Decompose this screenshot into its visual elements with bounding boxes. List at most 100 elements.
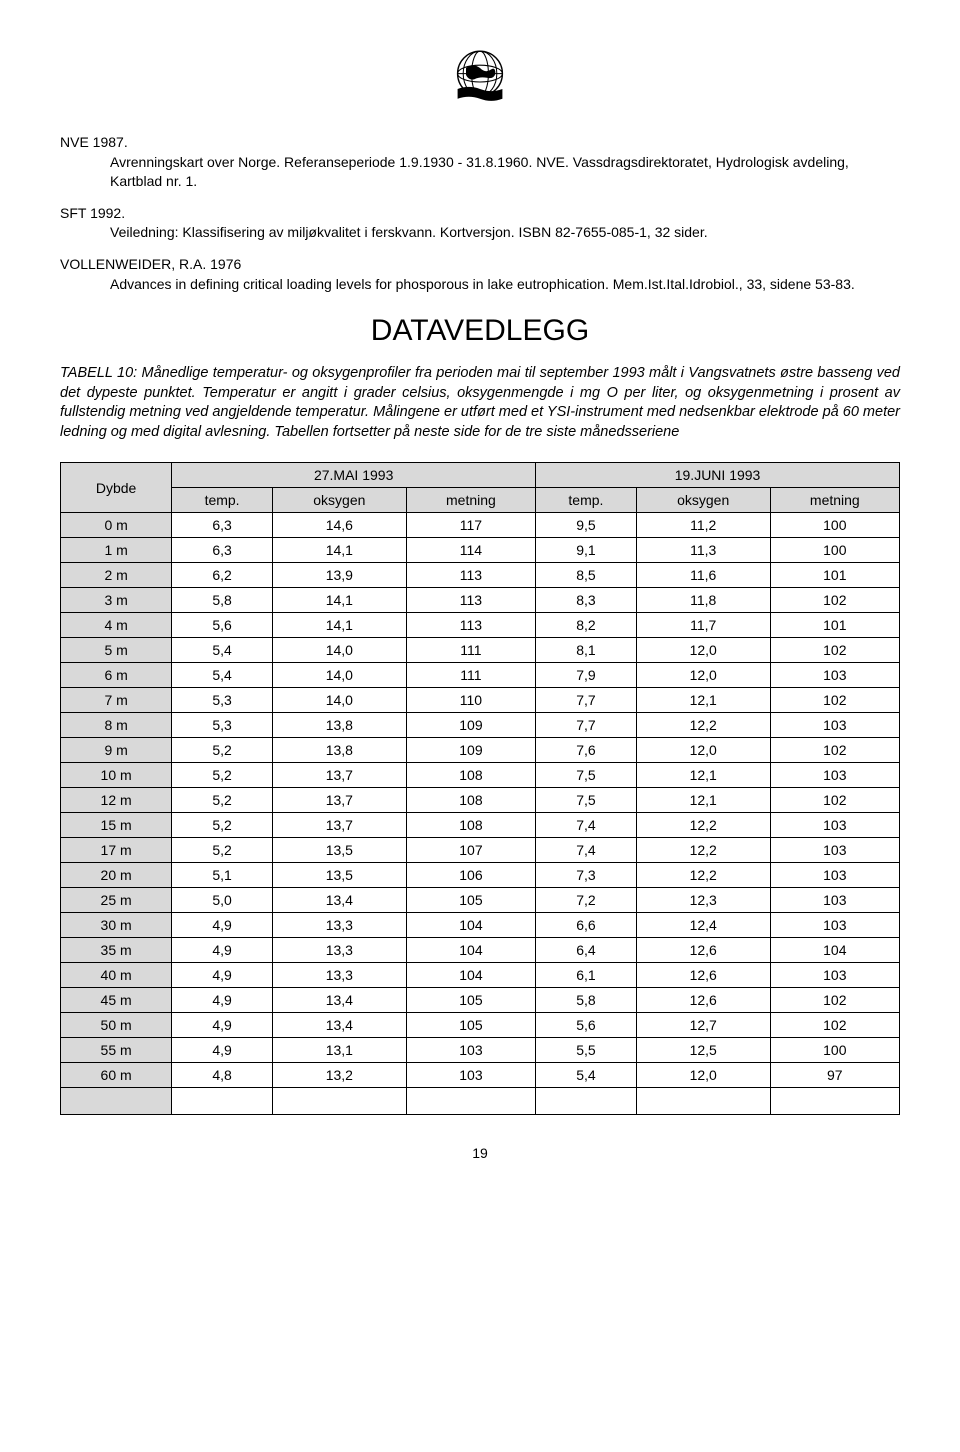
value-cell: 11,7 <box>636 613 770 638</box>
value-cell: 103 <box>770 838 899 863</box>
value-cell: 12,2 <box>636 813 770 838</box>
value-cell: 13,5 <box>272 838 406 863</box>
value-cell: 108 <box>406 813 535 838</box>
depth-cell: 3 m <box>61 588 172 613</box>
value-cell: 103 <box>770 913 899 938</box>
table-row: 50 m4,913,41055,612,7102 <box>61 1013 900 1038</box>
value-cell: 14,0 <box>272 688 406 713</box>
value-cell: 7,4 <box>536 838 637 863</box>
value-cell: 9,5 <box>536 513 637 538</box>
ref-2: SFT 1992. Veiledning: Klassifisering av … <box>60 204 900 243</box>
value-cell: 103 <box>770 863 899 888</box>
table-row: 2 m6,213,91138,511,6101 <box>61 563 900 588</box>
value-cell: 8,2 <box>536 613 637 638</box>
value-cell: 7,6 <box>536 738 637 763</box>
value-cell: 11,8 <box>636 588 770 613</box>
depth-cell: 20 m <box>61 863 172 888</box>
value-cell: 7,2 <box>536 888 637 913</box>
value-cell: 12,2 <box>636 863 770 888</box>
value-cell: 12,2 <box>636 838 770 863</box>
depth-cell: 0 m <box>61 513 172 538</box>
value-cell: 102 <box>770 588 899 613</box>
value-cell: 13,3 <box>272 963 406 988</box>
page-number: 19 <box>60 1145 900 1161</box>
value-cell: 5,8 <box>172 588 273 613</box>
value-cell: 100 <box>770 538 899 563</box>
value-cell: 13,4 <box>272 988 406 1013</box>
value-cell: 103 <box>770 713 899 738</box>
table-row: 40 m4,913,31046,112,6103 <box>61 963 900 988</box>
value-cell: 102 <box>770 738 899 763</box>
depth-cell: 5 m <box>61 638 172 663</box>
value-cell: 101 <box>770 613 899 638</box>
value-cell: 102 <box>770 788 899 813</box>
depth-cell: 17 m <box>61 838 172 863</box>
value-cell: 14,1 <box>272 588 406 613</box>
value-cell: 109 <box>406 713 535 738</box>
depth-cell: 35 m <box>61 938 172 963</box>
value-cell: 4,9 <box>172 963 273 988</box>
value-cell: 106 <box>406 863 535 888</box>
value-cell: 13,2 <box>272 1063 406 1088</box>
value-cell: 6,4 <box>536 938 637 963</box>
value-cell: 12,2 <box>636 713 770 738</box>
depth-cell: 60 m <box>61 1063 172 1088</box>
value-cell: 11,6 <box>636 563 770 588</box>
value-cell: 113 <box>406 613 535 638</box>
ref-3: VOLLENWEIDER, R.A. 1976 Advances in defi… <box>60 255 900 294</box>
ref-3-head: VOLLENWEIDER, R.A. 1976 <box>60 256 241 272</box>
value-cell: 14,0 <box>272 638 406 663</box>
value-cell: 13,7 <box>272 788 406 813</box>
value-cell: 5,0 <box>172 888 273 913</box>
empty-cell <box>61 1088 172 1115</box>
value-cell: 11,2 <box>636 513 770 538</box>
value-cell: 5,2 <box>172 838 273 863</box>
value-cell: 13,4 <box>272 888 406 913</box>
value-cell: 11,3 <box>636 538 770 563</box>
ref-1-body: Avrenningskart over Norge. Referanseperi… <box>110 153 900 192</box>
value-cell: 102 <box>770 638 899 663</box>
value-cell: 5,8 <box>536 988 637 1013</box>
sub-temp-1: temp. <box>172 488 273 513</box>
value-cell: 105 <box>406 1013 535 1038</box>
references-block: NVE 1987. Avrenningskart over Norge. Ref… <box>60 133 900 294</box>
depth-cell: 8 m <box>61 713 172 738</box>
value-cell: 7,7 <box>536 713 637 738</box>
dybde-header: Dybde <box>61 463 172 513</box>
value-cell: 104 <box>406 913 535 938</box>
table-row: 60 m4,813,21035,412,097 <box>61 1063 900 1088</box>
depth-cell: 15 m <box>61 813 172 838</box>
value-cell: 5,3 <box>172 688 273 713</box>
value-cell: 7,5 <box>536 763 637 788</box>
value-cell: 110 <box>406 688 535 713</box>
table-row-empty <box>61 1088 900 1115</box>
value-cell: 6,3 <box>172 538 273 563</box>
value-cell: 103 <box>770 763 899 788</box>
value-cell: 104 <box>770 938 899 963</box>
table-row: 17 m5,213,51077,412,2103 <box>61 838 900 863</box>
sub-oksygen-1: oksygen <box>272 488 406 513</box>
value-cell: 12,0 <box>636 663 770 688</box>
value-cell: 14,1 <box>272 613 406 638</box>
value-cell: 113 <box>406 563 535 588</box>
table-row: 8 m5,313,81097,712,2103 <box>61 713 900 738</box>
value-cell: 5,6 <box>172 613 273 638</box>
value-cell: 12,1 <box>636 788 770 813</box>
value-cell: 5,1 <box>172 863 273 888</box>
value-cell: 103 <box>770 663 899 688</box>
depth-cell: 55 m <box>61 1038 172 1063</box>
value-cell: 12,0 <box>636 738 770 763</box>
value-cell: 8,5 <box>536 563 637 588</box>
table-row: 15 m5,213,71087,412,2103 <box>61 813 900 838</box>
value-cell: 4,9 <box>172 1013 273 1038</box>
sub-metning-2: metning <box>770 488 899 513</box>
value-cell: 5,4 <box>172 638 273 663</box>
depth-cell: 30 m <box>61 913 172 938</box>
value-cell: 97 <box>770 1063 899 1088</box>
value-cell: 14,0 <box>272 663 406 688</box>
sub-metning-1: metning <box>406 488 535 513</box>
value-cell: 13,9 <box>272 563 406 588</box>
depth-cell: 2 m <box>61 563 172 588</box>
value-cell: 12,3 <box>636 888 770 913</box>
table-row: 12 m5,213,71087,512,1102 <box>61 788 900 813</box>
